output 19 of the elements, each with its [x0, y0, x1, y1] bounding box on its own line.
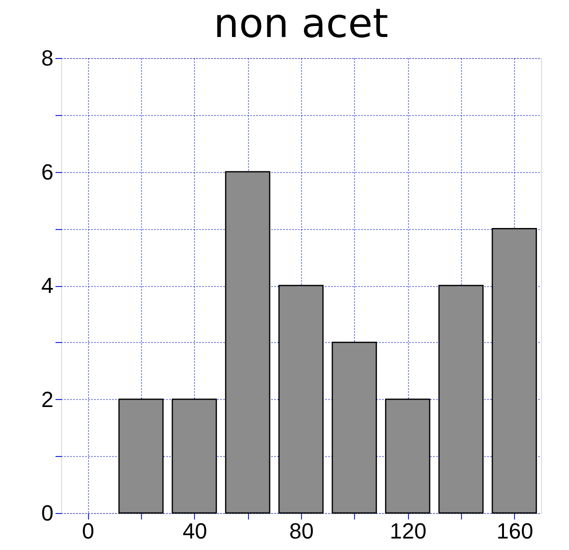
- x-tick-label: 120: [390, 518, 427, 544]
- y-tick-label: 8: [41, 46, 54, 70]
- bar: [118, 398, 164, 514]
- bar: [385, 398, 430, 514]
- x-tick-label: 40: [182, 518, 208, 544]
- x-tick-label: 160: [496, 518, 534, 544]
- bar: [172, 398, 217, 514]
- x-tick-label: 0: [82, 518, 94, 544]
- bar: [492, 228, 537, 514]
- y-tick-label: 0: [41, 500, 54, 526]
- y-tick-label: 4: [41, 273, 54, 298]
- y-tick-label: 6: [41, 159, 54, 184]
- bar: [332, 342, 377, 514]
- y-tick-label: 2: [41, 386, 54, 412]
- bar: [278, 284, 324, 514]
- x-tick-label: 80: [289, 518, 314, 544]
- bar: [225, 171, 270, 514]
- chart-title: non acet: [214, 1, 388, 47]
- bar: [438, 284, 484, 514]
